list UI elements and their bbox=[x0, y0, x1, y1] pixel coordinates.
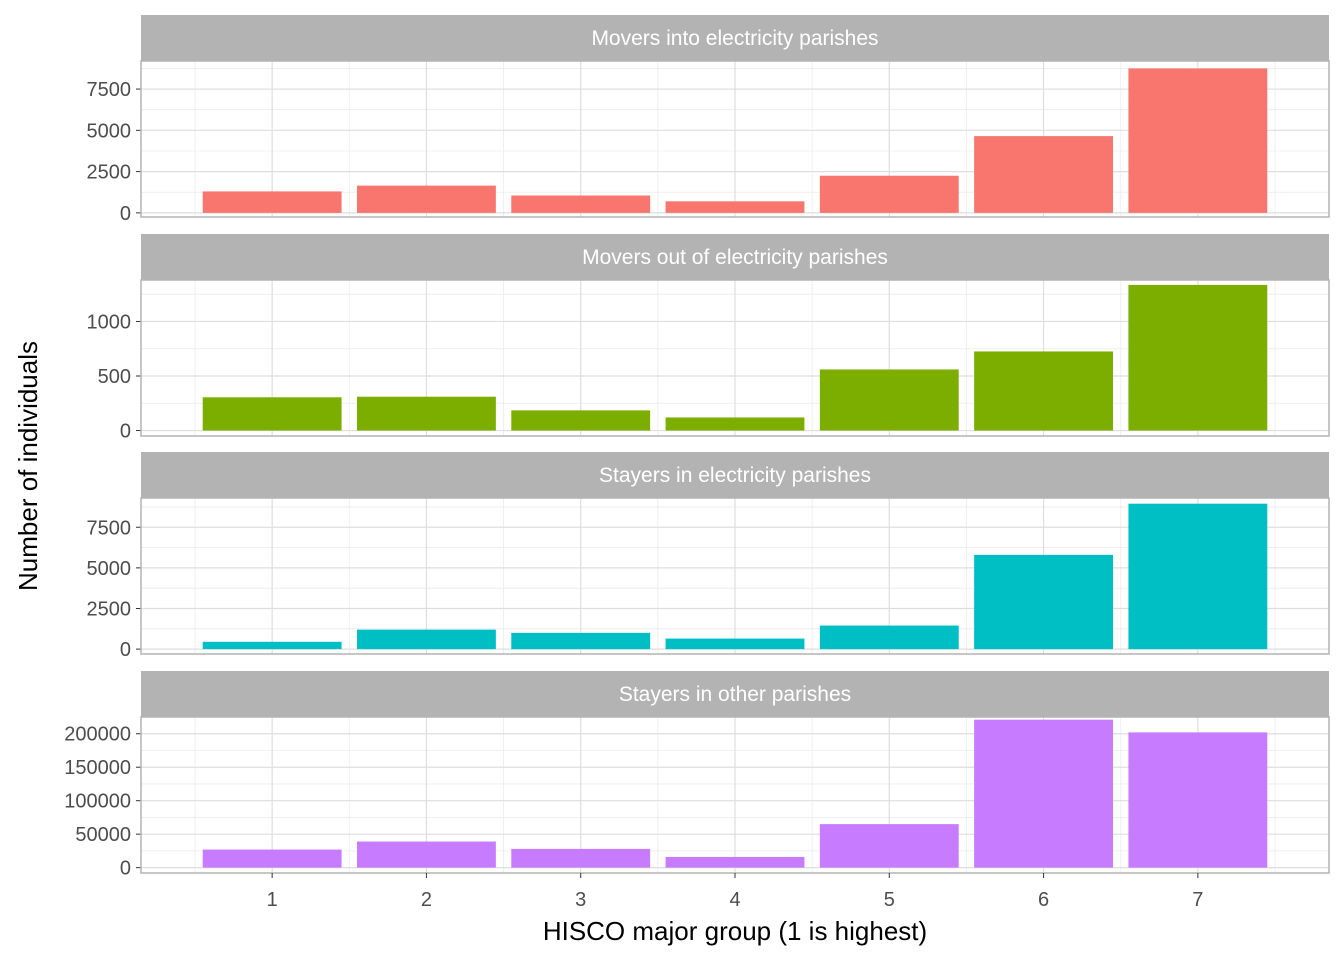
bar bbox=[819, 824, 959, 868]
facet-panels: Movers into electricity parishes 0 2500 500… bbox=[64, 15, 1330, 880]
bar bbox=[511, 195, 651, 213]
x-tick-label: 2 bbox=[421, 889, 432, 911]
y-tick-label: 200000 bbox=[64, 724, 131, 746]
bar bbox=[357, 396, 496, 431]
y-tick-label: 0 bbox=[120, 639, 131, 661]
facet-strip bbox=[141, 15, 1329, 61]
panel-border bbox=[140, 497, 1330, 655]
bar bbox=[202, 641, 342, 650]
facet-panel: Stayers in other parishes 0 50000 100000 150… bbox=[64, 671, 1330, 880]
bar bbox=[357, 841, 496, 868]
facet-panel: Stayers in electricity parishes 0 2500 5000… bbox=[87, 452, 1330, 661]
bar bbox=[1128, 284, 1268, 431]
bar bbox=[511, 410, 651, 431]
bar bbox=[974, 719, 1113, 868]
facet-strip bbox=[141, 452, 1329, 498]
facet-panel: Movers out of electricity parishes 0 500 10… bbox=[87, 234, 1330, 443]
facet-title: Movers out of electricity parishes bbox=[582, 246, 888, 269]
y-tick-label: 500 bbox=[98, 366, 131, 388]
bar bbox=[511, 632, 651, 650]
y-tick-label: 1000 bbox=[87, 311, 132, 333]
facet-title: Stayers in electricity parishes bbox=[599, 464, 871, 487]
bar bbox=[357, 629, 496, 650]
y-tick-label: 50000 bbox=[75, 824, 131, 846]
bar bbox=[665, 638, 805, 650]
bar bbox=[665, 856, 805, 868]
y-tick-label: 7500 bbox=[87, 517, 132, 539]
bar bbox=[665, 201, 805, 213]
y-tick-label: 100000 bbox=[64, 791, 131, 813]
bar bbox=[819, 369, 959, 431]
bar bbox=[819, 625, 959, 650]
bar bbox=[1128, 732, 1268, 868]
x-tick-label: 1 bbox=[267, 889, 278, 911]
bar bbox=[511, 848, 651, 868]
y-tick-label: 7500 bbox=[87, 79, 132, 101]
y-tick-label: 2500 bbox=[87, 162, 132, 184]
y-tick-label: 2500 bbox=[87, 599, 132, 621]
facet-strip bbox=[141, 234, 1329, 280]
bar bbox=[974, 554, 1113, 650]
bar bbox=[202, 849, 342, 868]
x-tick-label: 5 bbox=[884, 889, 895, 911]
bar bbox=[202, 191, 342, 213]
y-tick-label: 0 bbox=[120, 858, 131, 880]
facet-strip bbox=[141, 671, 1329, 717]
bar bbox=[974, 136, 1113, 213]
x-axis: 1 2 3 4 5 6 7 bbox=[267, 873, 1203, 911]
panel-border bbox=[140, 60, 1330, 218]
y-axis-title: Number of individuals bbox=[13, 341, 43, 591]
panel-border bbox=[140, 279, 1330, 437]
bar bbox=[819, 175, 959, 213]
x-tick-label: 3 bbox=[575, 889, 586, 911]
x-tick-label: 4 bbox=[729, 889, 740, 911]
bar bbox=[1128, 503, 1268, 650]
y-tick-label: 0 bbox=[120, 421, 131, 443]
bar bbox=[665, 417, 805, 431]
bar bbox=[1128, 68, 1268, 213]
y-tick-label: 5000 bbox=[87, 120, 132, 142]
x-tick-label: 6 bbox=[1038, 889, 1049, 911]
x-axis-title: HISCO major group (1 is highest) bbox=[543, 916, 927, 946]
y-tick-label: 5000 bbox=[87, 558, 132, 580]
facet-panel: Movers into electricity parishes 0 2500 500… bbox=[87, 15, 1330, 225]
x-tick-label: 7 bbox=[1192, 889, 1203, 911]
facet-title: Stayers in other parishes bbox=[619, 683, 851, 706]
bar bbox=[202, 397, 342, 431]
y-tick-label: 150000 bbox=[64, 757, 131, 779]
bar bbox=[974, 351, 1113, 431]
y-tick-label: 0 bbox=[120, 203, 131, 225]
bar bbox=[357, 185, 496, 213]
facet-title: Movers into electricity parishes bbox=[591, 27, 878, 50]
